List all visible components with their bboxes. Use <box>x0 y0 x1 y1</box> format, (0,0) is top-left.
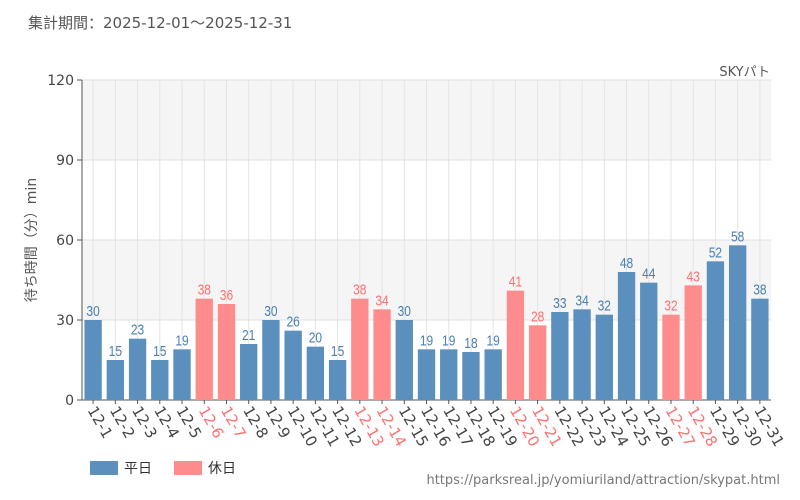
data-label: 15 <box>331 343 344 360</box>
bar-weekday <box>595 314 613 400</box>
data-label: 38 <box>198 281 211 298</box>
data-label: 26 <box>286 313 299 330</box>
data-label: 30 <box>398 303 412 320</box>
legend-holiday: 休日 <box>174 458 236 478</box>
bar-weekday <box>306 346 325 400</box>
bar-weekday <box>240 344 258 400</box>
data-label: 21 <box>242 327 255 344</box>
data-label: 41 <box>509 273 522 290</box>
data-label: 38 <box>753 281 766 298</box>
attraction-name: SKYパト <box>719 65 770 80</box>
bar-holiday <box>217 304 236 400</box>
data-label: 19 <box>175 332 188 349</box>
bar-weekday <box>173 349 191 400</box>
bar-weekday <box>551 312 569 400</box>
data-label: 18 <box>464 335 477 352</box>
y-tick-label: 0 <box>65 393 74 409</box>
bar-weekday <box>728 245 747 400</box>
data-label: 20 <box>309 329 323 346</box>
y-axis-label: 待ち時間（分）min <box>24 178 40 302</box>
period-title: 集計期間：2025-12-01～2025-12-31 <box>28 14 293 32</box>
data-label: 34 <box>375 292 389 309</box>
legend-swatch-weekday <box>90 461 118 475</box>
data-label: 58 <box>731 228 744 245</box>
bar-holiday <box>684 285 702 400</box>
bar-weekday <box>573 309 591 400</box>
data-label: 33 <box>553 295 566 312</box>
bar-weekday <box>417 349 436 400</box>
bar-weekday <box>440 349 458 400</box>
data-label: 15 <box>109 343 122 360</box>
data-label: 32 <box>598 297 611 314</box>
y-tick-label: 60 <box>56 233 74 249</box>
bar-weekday <box>284 330 302 400</box>
bar-weekday <box>617 272 636 400</box>
bar-weekday <box>328 360 347 400</box>
data-label: 23 <box>131 321 144 338</box>
data-label: 30 <box>86 303 100 320</box>
data-label: 48 <box>620 255 633 272</box>
legend-label-weekday: 平日 <box>124 461 152 477</box>
bar-weekday <box>462 352 480 400</box>
legend-label-holiday: 休日 <box>208 461 236 477</box>
legend: 平日 休日 <box>90 458 236 478</box>
bar-holiday <box>662 314 680 400</box>
bar-holiday <box>195 298 213 400</box>
data-label: 19 <box>442 332 455 349</box>
bar-weekday <box>84 320 102 400</box>
bar-weekday <box>262 320 280 400</box>
bar-holiday <box>351 298 369 400</box>
data-label: 44 <box>642 265 656 282</box>
data-label: 19 <box>420 332 433 349</box>
y-tick-label: 30 <box>56 313 74 329</box>
source-url[interactable]: https://parksreal.jp/yomiuriland/attract… <box>426 473 780 488</box>
bar-holiday <box>506 290 525 400</box>
y-tick-label: 90 <box>56 153 74 169</box>
bar-weekday <box>706 261 725 400</box>
data-label: 34 <box>575 292 589 309</box>
data-label: 36 <box>220 287 233 304</box>
data-label: 32 <box>664 297 677 314</box>
data-label: 43 <box>687 268 700 285</box>
bar-weekday <box>640 282 658 400</box>
legend-weekday: 平日 <box>90 458 152 478</box>
bar-weekday <box>395 320 413 400</box>
data-label: 38 <box>353 281 366 298</box>
y-tick-label: 120 <box>47 73 74 89</box>
data-label: 52 <box>709 244 722 261</box>
bar-weekday <box>128 338 147 400</box>
data-label: 28 <box>531 308 544 325</box>
bar-weekday <box>484 349 502 400</box>
bar-weekday <box>751 298 769 400</box>
data-label: 19 <box>487 332 500 349</box>
bar-holiday <box>373 309 391 400</box>
bar-weekday <box>106 360 125 400</box>
bar-holiday <box>528 325 547 400</box>
bar-weekday <box>151 360 169 400</box>
legend-swatch-holiday <box>174 461 202 475</box>
data-label: 30 <box>264 303 278 320</box>
data-label: 15 <box>153 343 166 360</box>
